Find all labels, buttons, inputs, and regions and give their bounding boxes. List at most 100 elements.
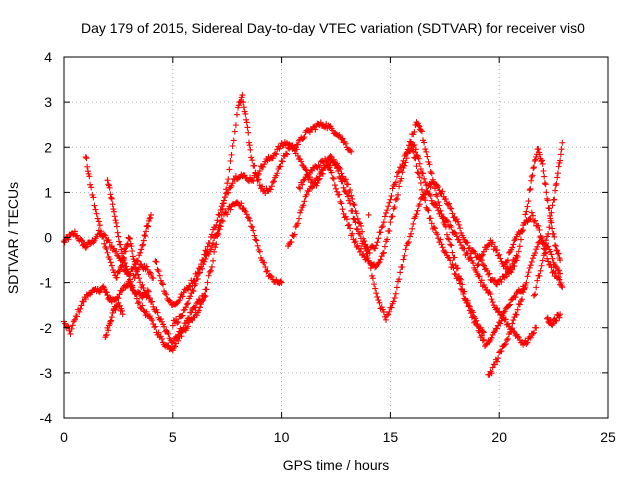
data-point <box>415 122 422 129</box>
data-point <box>422 179 429 186</box>
series-track-6 <box>169 199 285 329</box>
data-point <box>383 209 390 216</box>
data-point <box>442 195 449 202</box>
data-point <box>404 240 411 247</box>
data-point <box>556 267 563 274</box>
data-point <box>182 320 189 327</box>
data-point <box>470 260 477 267</box>
data-point <box>101 240 108 247</box>
data-point <box>251 232 258 239</box>
data-point <box>401 252 408 259</box>
data-point <box>442 223 449 230</box>
data-point <box>277 278 284 285</box>
data-point <box>217 223 224 230</box>
data-point <box>557 257 564 264</box>
y-tick-label: -4 <box>40 410 53 426</box>
data-point <box>152 258 159 265</box>
data-point <box>128 283 135 290</box>
data-point <box>145 223 152 230</box>
data-point <box>549 322 556 329</box>
data-point <box>309 167 316 174</box>
data-point <box>427 168 434 175</box>
data-point <box>448 205 455 212</box>
data-point <box>95 218 102 225</box>
data-point <box>148 270 155 277</box>
data-point <box>104 177 111 184</box>
data-point <box>383 316 390 323</box>
x-tick-label: 10 <box>274 429 290 445</box>
data-point <box>501 308 508 315</box>
data-point <box>531 158 538 165</box>
data-point <box>133 295 140 302</box>
data-point <box>269 179 276 186</box>
data-point <box>380 219 387 226</box>
data-point <box>154 309 161 316</box>
data-point <box>202 247 209 254</box>
data-point <box>237 202 244 209</box>
data-point <box>409 225 416 232</box>
data-point <box>255 170 262 177</box>
data-point <box>338 136 345 143</box>
data-point <box>262 264 269 271</box>
data-point <box>390 298 397 305</box>
data-point <box>118 246 125 253</box>
data-point <box>155 268 162 275</box>
data-point <box>559 284 566 291</box>
data-point <box>113 248 120 255</box>
data-point <box>496 251 503 258</box>
data-point <box>445 201 452 208</box>
data-point <box>488 296 495 303</box>
data-point <box>76 308 83 315</box>
data-point <box>342 140 349 147</box>
data-point <box>455 221 462 228</box>
data-point <box>218 203 225 210</box>
data-point <box>197 304 203 311</box>
data-point <box>547 248 554 255</box>
data-point <box>524 339 531 346</box>
data-point <box>125 234 132 241</box>
data-point <box>82 154 89 161</box>
data-point <box>141 291 148 298</box>
data-point <box>201 258 208 265</box>
data-point <box>167 298 174 305</box>
data-point <box>224 211 231 218</box>
data-point <box>514 306 521 313</box>
data-point <box>355 219 362 226</box>
data-point <box>505 302 512 309</box>
data-point <box>316 175 323 182</box>
data-point <box>224 180 231 187</box>
data-point <box>529 255 536 262</box>
data-point <box>539 240 546 247</box>
data-point <box>391 294 398 301</box>
data-point <box>291 231 298 238</box>
data-point <box>94 215 101 222</box>
data-point <box>165 330 172 337</box>
data-point <box>240 99 247 106</box>
data-point <box>545 258 552 265</box>
data-point <box>329 174 336 181</box>
data-point <box>392 196 399 203</box>
data-point <box>78 302 85 309</box>
data-point <box>157 333 164 340</box>
data-point <box>216 222 223 229</box>
data-point <box>132 290 139 297</box>
data-point <box>537 233 544 240</box>
data-point <box>532 217 539 224</box>
data-point <box>460 290 467 297</box>
data-point <box>458 242 465 249</box>
data-point <box>252 236 259 243</box>
data-point <box>470 309 477 316</box>
data-point <box>213 221 220 228</box>
data-point <box>546 224 553 231</box>
data-point <box>346 197 353 204</box>
data-point <box>549 255 556 262</box>
data-point <box>372 245 379 252</box>
data-point <box>544 197 551 204</box>
data-point <box>401 162 408 169</box>
data-point <box>112 217 119 224</box>
data-point <box>531 292 538 299</box>
data-point <box>393 195 400 202</box>
data-point <box>457 280 464 287</box>
data-point <box>379 223 386 230</box>
data-point <box>554 170 561 177</box>
